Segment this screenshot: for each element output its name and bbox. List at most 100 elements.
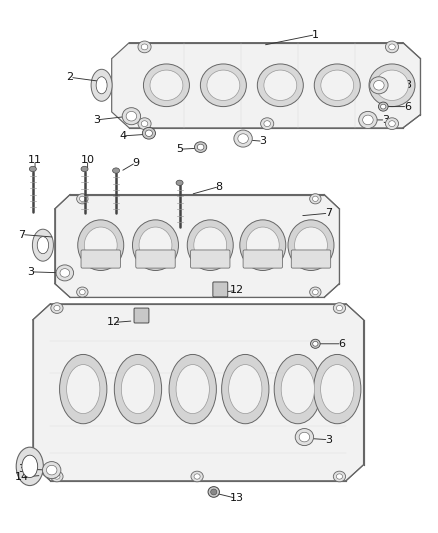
Ellipse shape xyxy=(310,287,321,297)
Text: 4: 4 xyxy=(119,131,126,141)
Ellipse shape xyxy=(375,70,408,100)
Ellipse shape xyxy=(288,220,334,271)
Ellipse shape xyxy=(211,489,217,495)
Ellipse shape xyxy=(139,227,172,263)
Text: 6: 6 xyxy=(404,102,411,111)
Ellipse shape xyxy=(378,102,388,111)
Ellipse shape xyxy=(294,227,327,263)
Ellipse shape xyxy=(145,130,152,136)
Text: 14: 14 xyxy=(15,472,29,482)
Ellipse shape xyxy=(67,365,100,414)
Text: 3: 3 xyxy=(93,115,100,125)
Ellipse shape xyxy=(32,229,53,261)
Ellipse shape xyxy=(143,64,189,107)
Text: 3: 3 xyxy=(382,115,389,125)
Ellipse shape xyxy=(264,121,271,127)
Ellipse shape xyxy=(264,70,297,100)
Ellipse shape xyxy=(257,64,304,107)
Ellipse shape xyxy=(313,289,318,295)
Ellipse shape xyxy=(194,142,207,152)
Ellipse shape xyxy=(281,365,314,414)
Ellipse shape xyxy=(313,196,318,201)
Ellipse shape xyxy=(207,70,240,100)
Text: 12: 12 xyxy=(230,286,244,295)
FancyBboxPatch shape xyxy=(134,308,149,323)
Ellipse shape xyxy=(77,194,88,204)
Ellipse shape xyxy=(121,365,155,414)
Ellipse shape xyxy=(56,265,74,281)
Ellipse shape xyxy=(363,115,373,125)
Ellipse shape xyxy=(234,130,252,147)
Ellipse shape xyxy=(54,305,60,311)
Text: 7: 7 xyxy=(18,230,25,239)
Text: 9: 9 xyxy=(132,158,139,167)
Ellipse shape xyxy=(336,474,343,479)
Ellipse shape xyxy=(142,127,155,139)
Text: 12: 12 xyxy=(107,318,121,327)
Text: 13: 13 xyxy=(230,494,244,503)
FancyBboxPatch shape xyxy=(81,250,120,268)
Ellipse shape xyxy=(385,118,399,130)
Ellipse shape xyxy=(191,471,203,482)
Ellipse shape xyxy=(126,111,137,121)
Ellipse shape xyxy=(176,180,183,185)
Ellipse shape xyxy=(333,471,346,482)
Ellipse shape xyxy=(77,287,88,297)
Ellipse shape xyxy=(51,303,63,313)
Ellipse shape xyxy=(370,77,388,94)
Text: 1: 1 xyxy=(312,30,319,39)
Ellipse shape xyxy=(22,455,38,478)
Ellipse shape xyxy=(84,227,117,263)
Text: 2: 2 xyxy=(67,72,74,82)
Ellipse shape xyxy=(51,471,63,482)
Ellipse shape xyxy=(187,220,233,271)
Ellipse shape xyxy=(91,69,112,101)
Ellipse shape xyxy=(37,237,49,254)
Ellipse shape xyxy=(222,354,269,424)
Ellipse shape xyxy=(246,227,279,263)
Ellipse shape xyxy=(333,303,346,313)
Ellipse shape xyxy=(385,41,399,53)
Ellipse shape xyxy=(321,70,354,100)
Ellipse shape xyxy=(238,134,248,143)
Ellipse shape xyxy=(60,354,107,424)
Ellipse shape xyxy=(389,44,395,50)
Ellipse shape xyxy=(46,465,57,475)
Ellipse shape xyxy=(54,474,60,479)
Ellipse shape xyxy=(261,118,274,130)
Ellipse shape xyxy=(80,289,85,295)
Ellipse shape xyxy=(313,341,318,346)
FancyBboxPatch shape xyxy=(243,250,283,268)
Ellipse shape xyxy=(359,111,377,128)
Ellipse shape xyxy=(381,104,386,109)
Text: 3: 3 xyxy=(259,136,266,146)
Text: 5: 5 xyxy=(176,144,183,154)
Ellipse shape xyxy=(60,269,70,277)
Ellipse shape xyxy=(138,118,151,130)
Polygon shape xyxy=(55,195,339,297)
Ellipse shape xyxy=(374,80,384,90)
Ellipse shape xyxy=(200,64,246,107)
FancyBboxPatch shape xyxy=(291,250,331,268)
Ellipse shape xyxy=(314,64,360,107)
Text: 3: 3 xyxy=(325,435,332,445)
Ellipse shape xyxy=(122,108,141,125)
Text: 10: 10 xyxy=(81,155,95,165)
Text: 8: 8 xyxy=(215,182,223,191)
FancyBboxPatch shape xyxy=(213,282,228,297)
Ellipse shape xyxy=(369,64,415,107)
Ellipse shape xyxy=(141,121,148,127)
Ellipse shape xyxy=(16,447,43,486)
Ellipse shape xyxy=(229,365,262,414)
Ellipse shape xyxy=(194,474,200,479)
Ellipse shape xyxy=(240,220,286,271)
Ellipse shape xyxy=(176,365,209,414)
FancyBboxPatch shape xyxy=(191,250,230,268)
Text: 11: 11 xyxy=(28,155,42,165)
Ellipse shape xyxy=(81,166,88,172)
Polygon shape xyxy=(33,304,364,481)
Ellipse shape xyxy=(194,227,227,263)
Ellipse shape xyxy=(150,70,183,100)
Ellipse shape xyxy=(274,354,321,424)
Ellipse shape xyxy=(311,340,320,349)
